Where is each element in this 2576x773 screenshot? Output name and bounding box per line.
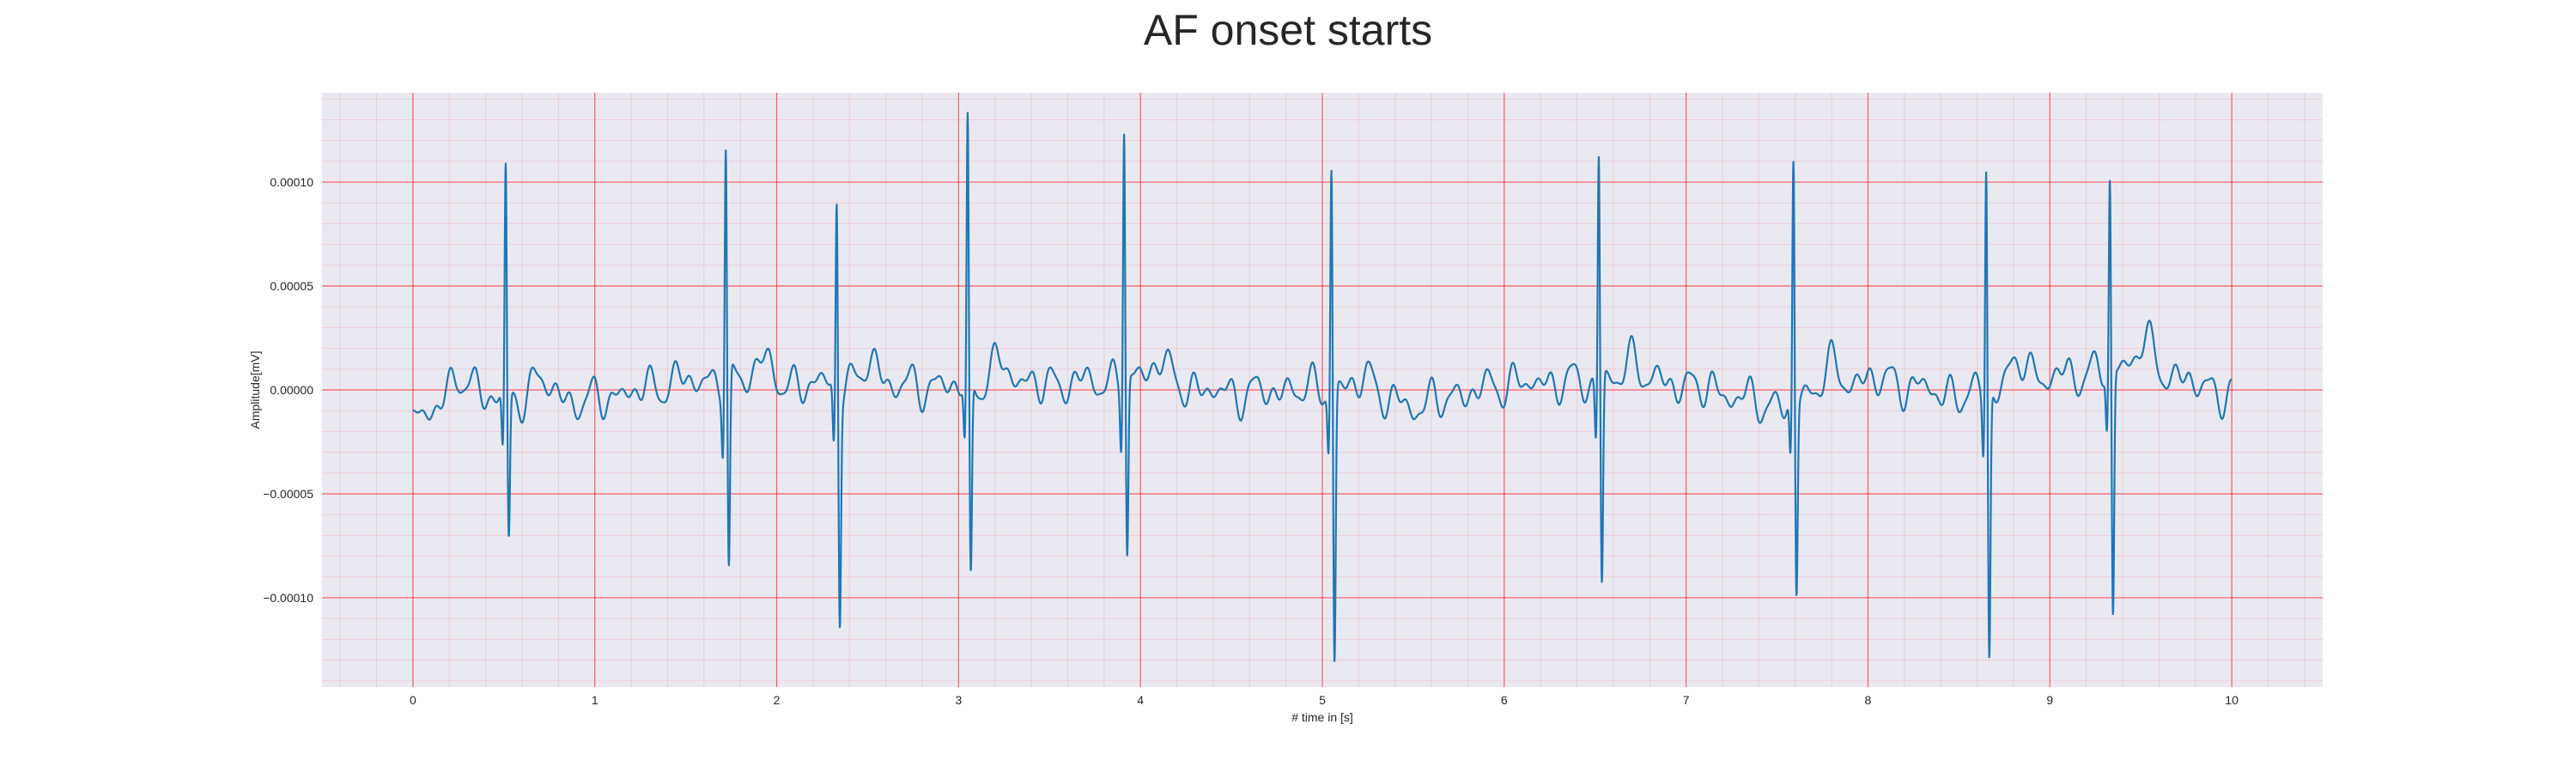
y-tick-label: −0.00010	[263, 591, 313, 605]
chart-title: AF onset starts	[1144, 6, 1432, 54]
y-tick-label: 0.00000	[270, 383, 313, 397]
x-tick-label: 6	[1501, 693, 1508, 707]
x-tick-label: 3	[955, 693, 962, 707]
y-axis-ticks: 0.00010 0.00005 0.00000 −0.00005 −0.00010	[263, 175, 313, 605]
major-grid	[322, 93, 2323, 687]
y-axis-label: Amplitude[mV]	[248, 350, 262, 429]
x-tick-label: 8	[1865, 693, 1872, 707]
x-tick-label: 9	[2046, 693, 2053, 707]
x-tick-label: 5	[1319, 693, 1326, 707]
x-tick-label: 0	[410, 693, 416, 707]
y-tick-label: 0.00010	[270, 175, 313, 189]
x-axis-label: # time in [s]	[1291, 710, 1353, 724]
x-axis-ticks: 0 1 2 3 4 5 6 7 8 9 10	[410, 693, 2239, 707]
x-tick-label: 4	[1137, 693, 1144, 707]
x-tick-label: 7	[1683, 693, 1690, 707]
x-tick-label: 1	[592, 693, 598, 707]
x-tick-label: 2	[774, 693, 781, 707]
x-tick-label: 10	[2225, 693, 2239, 707]
y-tick-label: 0.00005	[270, 279, 313, 293]
ecg-line	[412, 112, 2233, 662]
series-group	[412, 112, 2233, 662]
y-tick-label: −0.00005	[263, 487, 313, 501]
